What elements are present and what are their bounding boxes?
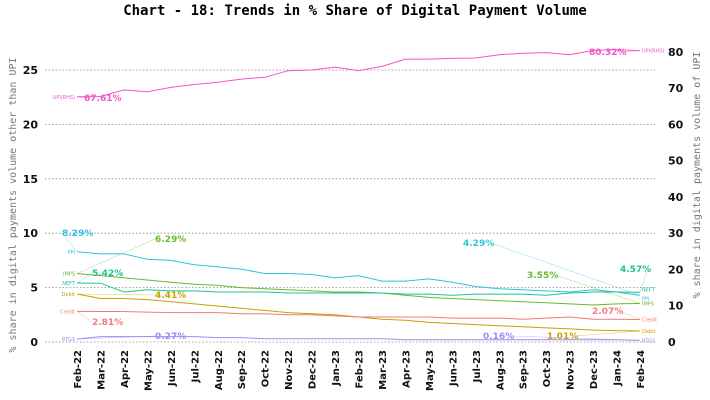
x-tick-label: Feb-24 — [636, 350, 647, 388]
label-connector — [490, 242, 641, 296]
series-line-credit — [76, 310, 641, 320]
y-left-tick-label: 5 — [30, 282, 38, 295]
series-end-label: PPI — [642, 296, 650, 302]
label-connector — [76, 96, 85, 99]
y-right-tick-label: 60 — [668, 118, 684, 131]
y-left-tick-label: 15 — [23, 173, 38, 186]
x-tick-label: Dec-22 — [308, 350, 319, 389]
series-start-label: IMPS — [63, 272, 75, 278]
x-tick-label: Aug-23 — [495, 350, 506, 390]
series-line-upi(rhs) — [76, 49, 641, 98]
label-connector — [76, 293, 156, 296]
end-value-label: 4.57% — [620, 265, 651, 275]
series-start-label: PPI — [67, 250, 75, 256]
x-tick-label: Jun-23 — [448, 350, 459, 387]
label-connector — [76, 311, 93, 323]
x-tick-label: Jul-22 — [190, 350, 201, 383]
end-value-label: 4.29% — [463, 239, 494, 249]
series-line-neft — [76, 282, 641, 296]
series-end-label: RTGS — [642, 338, 655, 344]
series-end-label: Credit — [642, 317, 657, 323]
x-tick-label: Jan-24 — [613, 350, 624, 387]
x-tick-label: Mar-22 — [96, 350, 107, 390]
x-tick-label: May-23 — [425, 350, 436, 391]
start-value-label: 67.61% — [84, 94, 122, 104]
series-line-ppi — [76, 251, 641, 296]
series-start-label: NEFT — [62, 281, 76, 287]
series-line-rtgs — [76, 336, 641, 341]
end-value-label: 1.01% — [547, 332, 578, 342]
end-value-label: 80.32% — [589, 48, 627, 58]
y-left-tick-label: 0 — [30, 336, 38, 349]
y-right-tick-label: 70 — [668, 82, 684, 95]
series-end-label: UPI(RHS) — [642, 49, 665, 55]
label-connector — [639, 268, 649, 293]
label-connector — [510, 335, 641, 341]
label-connector — [61, 232, 78, 252]
y-right-tick-label: 80 — [668, 46, 684, 59]
x-tick-label: Sep-23 — [519, 350, 530, 389]
series-line-imps — [76, 273, 641, 306]
y-right-tick-label: 40 — [668, 191, 684, 204]
start-value-label: 8.29% — [62, 229, 93, 239]
x-tick-label: May-22 — [143, 350, 154, 391]
label-connector — [554, 274, 641, 304]
y-left-tick-label: 25 — [23, 64, 38, 77]
x-tick-label: Jun-22 — [167, 350, 178, 387]
x-tick-label: Nov-23 — [566, 350, 577, 390]
end-value-label: 3.55% — [527, 271, 558, 281]
x-tick-label: Apr-22 — [120, 350, 131, 388]
label-connector — [76, 238, 156, 274]
y-left-tick-label: 20 — [23, 118, 39, 131]
y-right-tick-label: 50 — [668, 155, 684, 168]
x-tick-label: Aug-22 — [214, 350, 225, 390]
label-connector — [616, 50, 641, 53]
y-axis-right-title: % share in digital payments volume of UP… — [692, 52, 703, 299]
x-tick-label: Oct-23 — [542, 350, 553, 387]
y-right-tick-label: 20 — [668, 263, 684, 276]
series-end-label: Debit — [642, 329, 655, 335]
label-connector — [574, 330, 641, 337]
start-value-label: 5.42% — [92, 269, 123, 279]
x-tick-label: Feb-23 — [355, 350, 366, 388]
chart-title: Chart - 18: Trends in % Share of Digital… — [123, 3, 587, 19]
label-connector — [619, 310, 641, 320]
y-right-tick-label: 0 — [668, 336, 676, 349]
series-end-label: NEFT — [642, 287, 656, 293]
label-connector — [76, 335, 156, 340]
start-value-label: 0.27% — [155, 332, 186, 342]
x-tick-label: Dec-23 — [589, 350, 600, 389]
end-value-label: 2.07% — [592, 307, 623, 317]
x-tick-label: Oct-22 — [261, 350, 272, 387]
x-tick-label: Sep-22 — [237, 350, 248, 389]
start-value-label: 4.41% — [155, 291, 186, 301]
x-tick-label: Jul-23 — [472, 350, 483, 383]
y-axis-left-title: % share in digital payments volume other… — [8, 57, 19, 352]
end-value-label: 0.16% — [483, 332, 514, 342]
series-start-label: RTGS — [62, 337, 75, 343]
start-value-label: 6.29% — [155, 235, 186, 245]
series-end-label: IMPS — [642, 301, 654, 307]
x-tick-label: Apr-23 — [401, 350, 412, 388]
label-connector — [76, 272, 93, 284]
x-tick-label: Jan-23 — [331, 350, 342, 387]
start-value-label: 2.81% — [92, 318, 123, 328]
series-start-label: Debit — [62, 292, 75, 298]
x-tick-label: Nov-22 — [284, 350, 295, 390]
series-start-label: UPI(RHS) — [53, 95, 76, 101]
y-right-tick-label: 30 — [668, 227, 684, 240]
y-right-tick-label: 10 — [668, 300, 684, 313]
x-tick-label: Feb-22 — [73, 350, 84, 388]
y-left-tick-label: 10 — [23, 227, 39, 240]
series-start-label: Credit — [60, 309, 75, 315]
x-tick-label: Mar-23 — [378, 350, 389, 390]
